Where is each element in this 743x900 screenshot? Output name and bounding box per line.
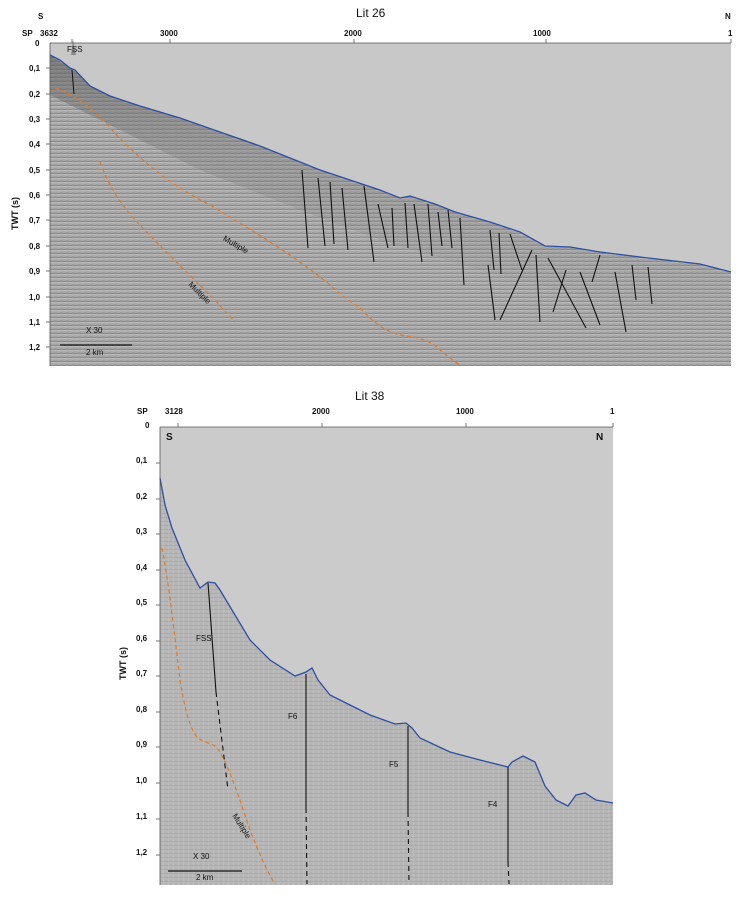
top-water-column xyxy=(50,43,731,272)
top-sp-tick: 3000 xyxy=(160,29,178,38)
bottom-sp-tick: 2000 xyxy=(312,407,330,416)
bottom-multiple xyxy=(161,547,276,885)
top-y-tick: 0,9 xyxy=(29,267,41,276)
top-y-tick: 0,2 xyxy=(29,90,41,99)
top-y-tick: 1,0 xyxy=(29,293,41,302)
bottom-y-tick: 0,3 xyxy=(136,527,148,536)
top-fss-label: FSS xyxy=(67,45,83,54)
top-axis-ticks xyxy=(46,39,732,348)
top-title: Lit 26 xyxy=(356,6,386,20)
top-fault-set xyxy=(301,169,653,333)
top-vertical-exaggeration: X 30 xyxy=(86,326,103,335)
top-y-tick: 1,2 xyxy=(29,343,41,352)
bottom-f4-label: F4 xyxy=(488,800,498,809)
bottom-y-tick: 0,6 xyxy=(136,634,148,643)
bottom-sp-tick: 3128 xyxy=(165,407,183,416)
top-fss-plume xyxy=(71,40,76,55)
bottom-y-tick: 0,5 xyxy=(136,598,148,607)
bottom-seismic-panel xyxy=(156,423,614,885)
bottom-fault-f4-inferred xyxy=(507,861,510,885)
top-multiple-1 xyxy=(54,87,361,309)
bottom-sp-tick: 1 xyxy=(610,407,615,416)
top-sp-tick: 3632 xyxy=(40,29,58,38)
bottom-f5-label: F5 xyxy=(389,760,399,769)
top-y-tick: 0,4 xyxy=(29,140,41,149)
bottom-dir-north: N xyxy=(596,432,604,443)
top-seismic-panel xyxy=(46,39,732,366)
bottom-y-tick: 0,9 xyxy=(136,740,148,749)
bottom-y-tick: 0 xyxy=(145,421,150,430)
top-y-tick: 1,1 xyxy=(29,318,41,327)
bottom-y-tick: 0,1 xyxy=(136,456,148,465)
bottom-y-axis-label: TWT (s) xyxy=(118,647,128,680)
bottom-fault-f5-inferred xyxy=(407,811,410,885)
bottom-y-tick: 1,2 xyxy=(136,848,148,857)
top-multiple-1-tail xyxy=(359,307,461,366)
top-y-tick: 0,7 xyxy=(29,216,41,225)
bottom-title: Lit 38 xyxy=(355,389,385,403)
bottom-sp-tick: 1000 xyxy=(456,407,474,416)
top-sp-label: SP xyxy=(22,29,33,38)
top-seafloor-line xyxy=(49,54,732,273)
bottom-axis-ticks xyxy=(156,423,614,856)
bottom-y-tick: 0,7 xyxy=(136,669,148,678)
bottom-scale-bar-label: 2 km xyxy=(196,873,214,882)
bottom-dir-south: S xyxy=(166,432,173,443)
bottom-seafloor-line xyxy=(159,477,614,807)
bottom-y-tick: 0,2 xyxy=(136,492,148,501)
top-y-tick: 0,5 xyxy=(29,166,41,175)
bottom-sp-label: SP xyxy=(137,407,148,416)
bottom-y-tick: 1,1 xyxy=(136,812,148,821)
top-sp-tick: 2000 xyxy=(344,29,362,38)
top-dir-south: S xyxy=(38,12,44,21)
top-scale-bar-label: 2 km xyxy=(86,348,104,357)
bottom-fss-label: FSS xyxy=(196,634,212,643)
top-y-tick: 0,3 xyxy=(29,115,41,124)
bottom-fault-fss-inferred xyxy=(215,691,229,791)
top-fss-fault xyxy=(71,69,75,95)
bottom-water-column xyxy=(160,427,613,806)
bottom-fault-fss xyxy=(207,582,217,693)
bottom-f6-label: F6 xyxy=(288,712,298,721)
bottom-y-tick: 1,0 xyxy=(136,776,148,785)
top-y-tick: 0,8 xyxy=(29,242,41,251)
top-sp-tick: 1 xyxy=(728,29,733,38)
top-multiple-2 xyxy=(99,161,236,323)
top-y-tick: 0,1 xyxy=(29,64,41,73)
bottom-fault-f6-inferred xyxy=(305,807,308,885)
top-dir-north: N xyxy=(725,12,731,21)
top-y-tick: 0 xyxy=(35,39,40,48)
bottom-y-tick: 0,4 xyxy=(136,563,148,572)
top-y-tick: 0,6 xyxy=(29,191,41,200)
top-sp-tick: 1000 xyxy=(533,29,551,38)
bottom-vertical-exaggeration: X 30 xyxy=(193,852,210,861)
bottom-y-tick: 0,8 xyxy=(136,705,148,714)
